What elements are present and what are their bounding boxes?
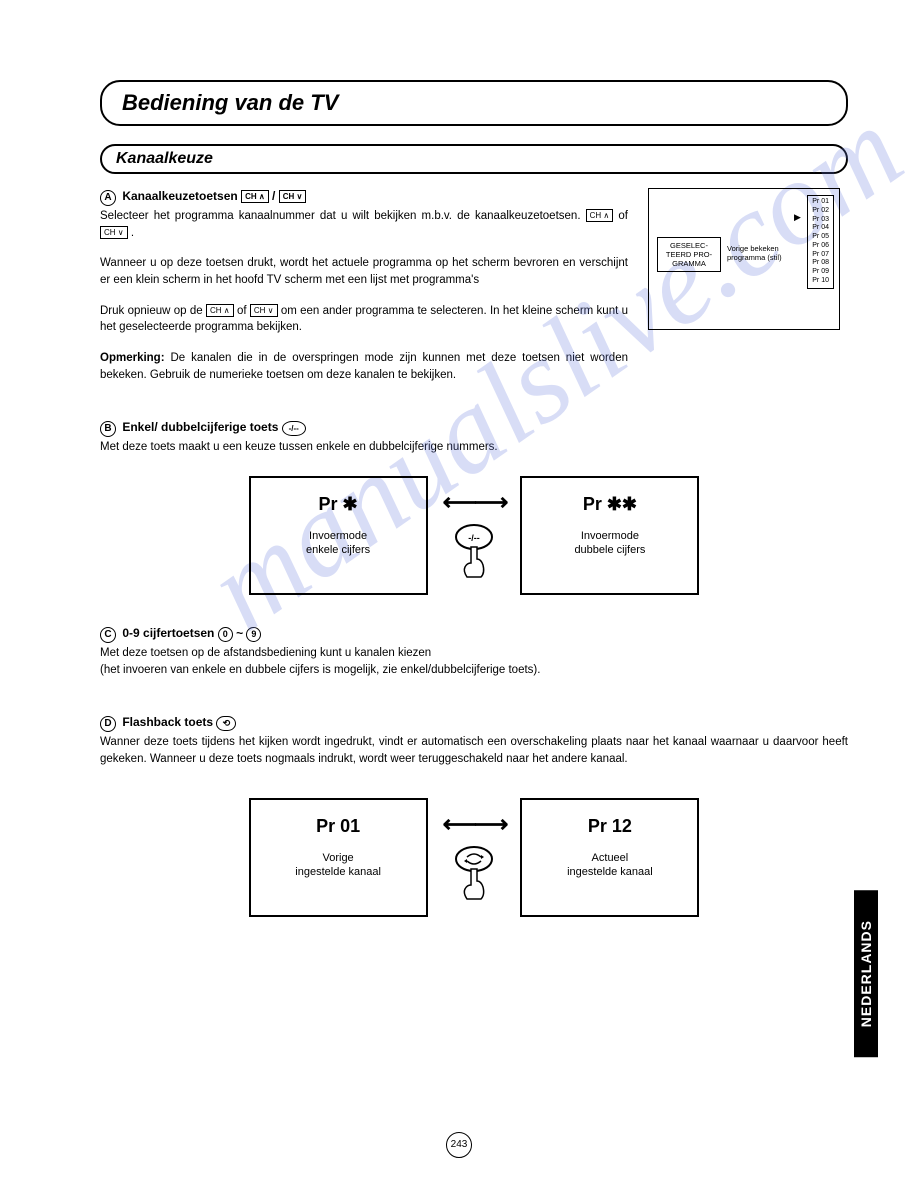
pr-d-box-left: Pr 01 Vorige ingestelde kanaal [249,798,428,917]
pr-d-right-title: Pr 12 [522,816,697,837]
section-a-para1: Selecteer het programma kanaalnummer dat… [100,208,628,241]
section-b-heading: B Enkel/ dubbelcijferige toets -/-- [100,419,848,437]
section-c-para1: Met deze toetsen op de afstandsbediening… [100,645,848,662]
section-a-title: Kanaalkeuzetoetsen [122,189,237,203]
tv-program-list: Pr 01 Pr 02 Pr 03 Pr 04 Pr 05 Pr 06 Pr 0… [807,195,834,289]
list-item: Pr 10 [812,277,829,286]
list-item: Pr 07 [812,251,829,260]
pr-d-left-sub: Vorige ingestelde kanaal [251,851,426,880]
list-item: Pr 08 [812,259,829,268]
list-item: Pr 05 [812,233,829,242]
section-a-para2: Wanneer u op deze toetsen drukt, wordt h… [100,255,628,288]
list-item: Pr 01 [812,198,829,207]
pr-d-right-sub: Actueel ingestelde kanaal [522,851,697,880]
pr-right-title: Pr ✱✱ [522,494,697,515]
list-item: Pr 03 [812,216,829,225]
list-item: Pr 06 [812,242,829,251]
ch-down-button-icon: CH ∨ [279,190,307,203]
pr-box-right: Pr ✱✱ Invoermode dubbele cijfers [520,476,699,595]
section-d-title: Flashback toets [122,715,213,729]
page-header: Bediening van de TV [100,80,848,126]
page-subtitle: Kanaalkeuze [116,150,832,168]
ch-up-button-icon: CH ∧ [206,304,234,317]
svg-text:-/--: -/-- [468,533,480,543]
section-b-letter: B [100,421,116,437]
flashback-center-icon: ⟵⟶ [443,810,506,905]
double-arrow-icon: ⟵⟶ [443,810,506,839]
section-d-para: Wanner deze toets tijdens het kijken wor… [100,734,848,767]
section-c-letter: C [100,627,116,643]
digit-0-icon: 0 [218,627,233,642]
hand-button-icon [449,845,499,905]
pr-left-title: Pr ✱ [251,494,426,515]
section-b-title: Enkel/ dubbelcijferige toets [122,420,278,434]
toggle-center-icon: ⟵⟶ -/-- [443,488,506,583]
section-d-letter: D [100,716,116,732]
ch-down-button-icon: CH ∨ [100,226,128,239]
section-c-heading: C 0-9 cijfertoetsen 0 ~ 9 [100,625,848,643]
page-subheader: Kanaalkeuze [100,144,848,174]
double-arrow-icon: ⟵⟶ [443,488,506,517]
section-a-heading: A Kanaalkeuzetoetsen CH ∧ / CH ∨ [100,188,628,206]
tv-diagram: GESELEC- TEERD PRO- GRAMMA Vorige bekeke… [648,188,840,330]
tv-arrow-icon: ▶ [794,212,801,223]
pr-box-left: Pr ✱ Invoermode enkele cijfers [249,476,428,595]
digit-toggle-icon: -/-- [282,421,306,436]
flashback-icon: ⟲ [216,716,236,731]
section-a-para3: Druk opnieuw op de CH ∧ of CH ∨ om een a… [100,303,628,336]
list-item: Pr 04 [812,224,829,233]
ch-up-button-icon: CH ∧ [586,209,614,222]
range-separator: ~ [236,626,243,640]
section-d-heading: D Flashback toets ⟲ [100,714,848,732]
list-item: Pr 09 [812,268,829,277]
page-number: 243 [446,1132,472,1158]
section-d-diagram: Pr 01 Vorige ingestelde kanaal ⟵⟶ Pr 12 … [100,798,848,917]
section-c-para2: (het invoeren van enkele en dubbele cijf… [100,662,848,679]
section-b-diagram: Pr ✱ Invoermode enkele cijfers ⟵⟶ -/-- P… [100,476,848,595]
pr-d-box-right: Pr 12 Actueel ingestelde kanaal [520,798,699,917]
digit-9-icon: 9 [246,627,261,642]
tv-selected-box: GESELEC- TEERD PRO- GRAMMA [657,237,721,272]
hand-button-icon: -/-- [449,523,499,583]
list-item: Pr 02 [812,207,829,216]
tv-prev-text: Vorige bekeken programma (stil) [727,244,782,262]
pr-right-sub: Invoermode dubbele cijfers [522,529,697,558]
section-a-letter: A [100,190,116,206]
language-tag: NEDERLANDS [854,890,878,1057]
section-b-para: Met deze toets maakt u een keuze tussen … [100,439,600,456]
ch-down-button-icon: CH ∨ [250,304,278,317]
ch-up-button-icon: CH ∧ [241,190,269,203]
section-c-title: 0-9 cijfertoetsen [122,626,214,640]
page-title: Bediening van de TV [122,90,826,116]
pr-d-left-title: Pr 01 [251,816,426,837]
section-a-note: Opmerking: De kanalen die in de overspri… [100,350,628,383]
pr-left-sub: Invoermode enkele cijfers [251,529,426,558]
